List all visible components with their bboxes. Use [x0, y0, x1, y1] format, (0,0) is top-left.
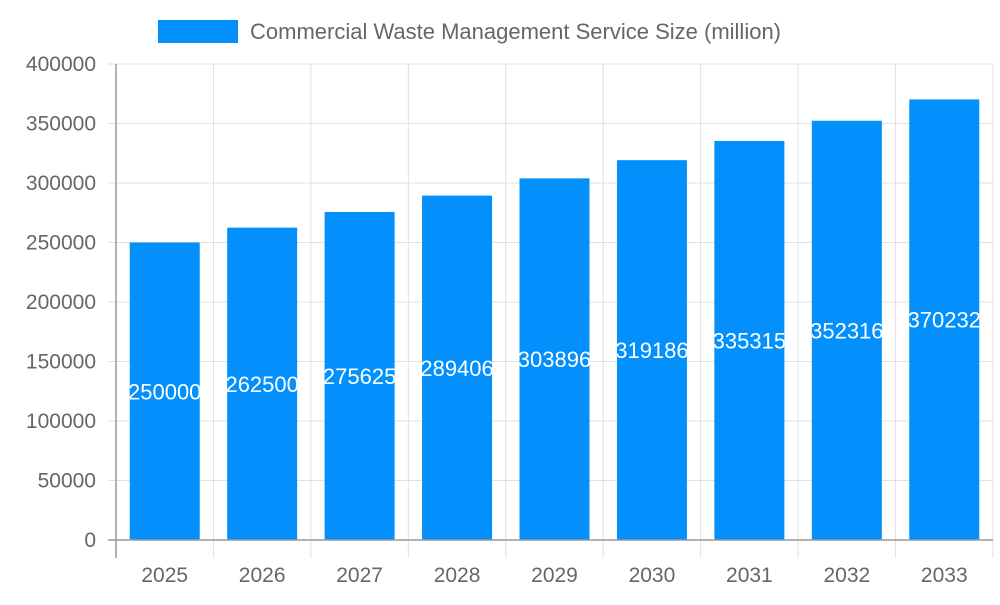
data-label: 303896: [518, 347, 591, 372]
y-tick-label: 0: [84, 529, 96, 552]
x-tick-label: 2029: [531, 564, 578, 587]
data-label: 275625: [323, 364, 396, 389]
y-tick-label: 50000: [38, 470, 96, 493]
y-tick-label: 200000: [26, 291, 96, 314]
data-label: 370232: [908, 308, 981, 333]
bar[interactable]: [227, 227, 298, 540]
y-tick-label: 300000: [26, 172, 96, 195]
x-tick-label: 2030: [629, 564, 676, 587]
y-tick-label: 400000: [26, 53, 96, 76]
legend-swatch: [158, 20, 238, 43]
x-tick-label: 2025: [141, 564, 188, 587]
data-label: 289406: [420, 356, 493, 381]
bar[interactable]: [909, 99, 980, 540]
data-label: 262500: [225, 372, 298, 397]
x-tick-label: 2031: [726, 564, 773, 587]
bar[interactable]: [422, 195, 493, 540]
y-tick-label: 250000: [26, 232, 96, 255]
data-label: 250000: [128, 379, 201, 404]
bar[interactable]: [811, 120, 882, 540]
y-tick-label: 150000: [26, 351, 96, 374]
bar[interactable]: [129, 242, 200, 541]
legend[interactable]: Commercial Waste Management Service Size…: [158, 19, 781, 44]
bar[interactable]: [714, 140, 785, 540]
bar[interactable]: [519, 178, 590, 540]
x-tick-label: 2028: [434, 564, 481, 587]
data-label: 319186: [615, 338, 688, 363]
bar[interactable]: [616, 160, 687, 541]
x-tick-label: 2027: [336, 564, 383, 587]
y-tick-label: 350000: [26, 113, 96, 136]
data-label: 352316: [810, 318, 883, 343]
x-tick-label: 2033: [921, 564, 968, 587]
y-tick-label: 100000: [26, 410, 96, 433]
x-tick-label: 2026: [239, 564, 286, 587]
x-tick-label: 2032: [823, 564, 870, 587]
data-label: 335315: [713, 328, 786, 353]
legend-label: Commercial Waste Management Service Size…: [250, 19, 781, 44]
bar[interactable]: [324, 212, 395, 540]
